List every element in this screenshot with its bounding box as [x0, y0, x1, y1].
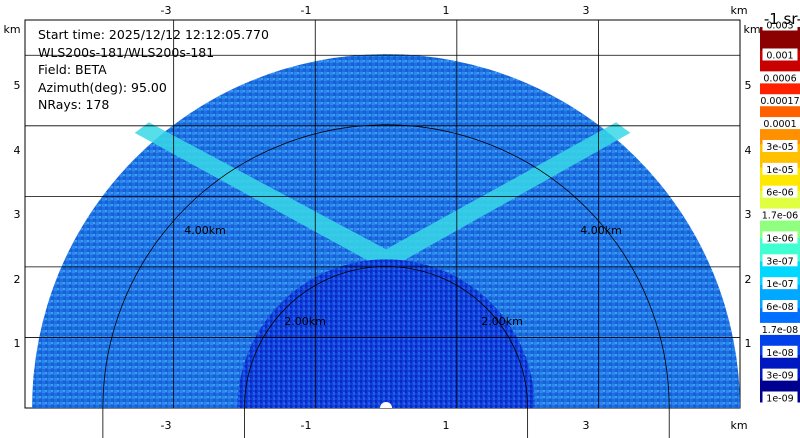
grid-lines [25, 20, 740, 408]
range-rings [102, 124, 670, 438]
colorbar-label: 0.001 [766, 51, 793, 62]
scan-info: Start time: 2025/12/12 12:12:05.770 WLS2… [38, 26, 269, 114]
origin-blank [380, 402, 393, 408]
x-tick-top: 1 [443, 4, 450, 17]
x-axis-top: -3 -1 1 3 km [161, 4, 748, 17]
colorbar-label: 3e-05 [766, 142, 793, 153]
y-tick-right: 3 [745, 208, 752, 221]
colorbar-label-bg [762, 139, 798, 152]
colorbar-label-bg [762, 231, 798, 244]
colorbar-label: 0.0006 [763, 73, 796, 84]
colorbar-label: 0.00017 [760, 96, 799, 107]
colorbar-label: 6e-08 [766, 302, 793, 313]
colorbar-label-bg [756, 94, 800, 107]
x-axis-bottom: -3 -1 1 3 km [161, 419, 748, 432]
colorbar-label: 1.7e-08 [762, 325, 798, 336]
x-tick-bottom: 3 [583, 419, 590, 432]
colorbar-label-bg [762, 254, 798, 267]
colorbar-label: 6e-06 [766, 188, 793, 199]
x-tick-top: 3 [583, 4, 590, 17]
field-text: Field: BETA [38, 62, 107, 77]
colorbar-label-bg [759, 71, 800, 84]
colorbar-swatch [760, 27, 800, 51]
x-tick-bottom: 1 [443, 419, 450, 432]
range-ring [102, 124, 670, 438]
azimuth-text: Azimuth(deg): 95.00 [38, 79, 167, 95]
colorbar-units-title: -1 sr- [763, 10, 800, 28]
colorbar-label-top-bg [762, 18, 798, 31]
colorbar-label: 1e-07 [766, 279, 793, 290]
colorbar-label: 0.0001 [763, 119, 796, 130]
colorbar-label-bg [756, 208, 800, 221]
range-ring [244, 266, 529, 438]
x-tick-bottom: -1 [301, 419, 312, 432]
colorbar-label: 1e-09 [766, 394, 793, 405]
x-tick-top: -1 [301, 4, 312, 17]
y-unit-right: km [743, 23, 760, 36]
colorbar-label-bg [762, 391, 798, 404]
y-tick-left: 3 [14, 208, 21, 221]
colorbar-label-bg [762, 185, 798, 198]
y-unit-left: km [3, 23, 20, 36]
x-unit-bottom: km [730, 419, 747, 432]
y-tick-right: 1 [745, 337, 752, 350]
colorbar-label-top: 0.003 [766, 21, 793, 32]
nrays-text: NRays: 178 [38, 97, 110, 112]
y-tick-left: 4 [14, 144, 21, 157]
radar-name-text: WLS200s-181/WLS200s-181 [38, 44, 215, 60]
colorbar-label-bg [762, 345, 798, 358]
colorbar-label-bg [762, 48, 798, 61]
y-tick-right: 4 [745, 144, 752, 157]
range-ring-labels: 4.00km 4.00km 2.00km 2.00km [184, 224, 622, 328]
colorbar-label-bg [762, 300, 798, 313]
x-tick-bottom: -3 [161, 419, 172, 432]
colorbar-label: 1e-08 [766, 348, 793, 359]
colorbar-label-bg [756, 322, 800, 335]
x-tick-top: -3 [161, 4, 172, 17]
ring-label-inner-left: 2.00km [284, 315, 326, 328]
colorbar-label-bg [762, 162, 798, 175]
beta-fan-inner [237, 259, 535, 408]
y-tick-right: 2 [745, 273, 752, 286]
y-tick-left: 1 [14, 337, 21, 350]
beta-fan-outer [32, 54, 740, 408]
ring-label-inner-right: 2.00km [481, 315, 523, 328]
colorbar-label-bg [762, 277, 798, 290]
y-tick-right: 5 [745, 79, 752, 92]
beta-field-layer [32, 54, 740, 408]
colorbar-label: 3e-09 [766, 371, 793, 382]
y-tick-left: 2 [14, 273, 21, 286]
ring-label-outer-left: 4.00km [184, 224, 226, 237]
colorbar-label-bg [762, 368, 798, 381]
colorbar-label: 1e-05 [766, 165, 793, 176]
colorbar-label: 1e-06 [766, 233, 793, 244]
y-axis-left: km 5 4 3 2 1 [3, 23, 20, 350]
colorbar-labels: 0.003 0.001 0.0006 0.00017 0.0001 3e-05 1e-05 6… [756, 18, 800, 405]
x-unit-top: km [730, 4, 747, 17]
y-axis-right: km 5 4 3 2 1 [743, 23, 760, 350]
y-tick-left: 5 [14, 79, 21, 92]
colorbar-label-bg [759, 117, 800, 130]
colorbar-label: 3e-07 [766, 256, 793, 267]
colorbar-label: 1.7e-06 [762, 211, 798, 222]
ring-label-outer-right: 4.00km [580, 224, 622, 237]
start-time-text: Start time: 2025/12/12 12:12:05.770 [38, 27, 269, 42]
